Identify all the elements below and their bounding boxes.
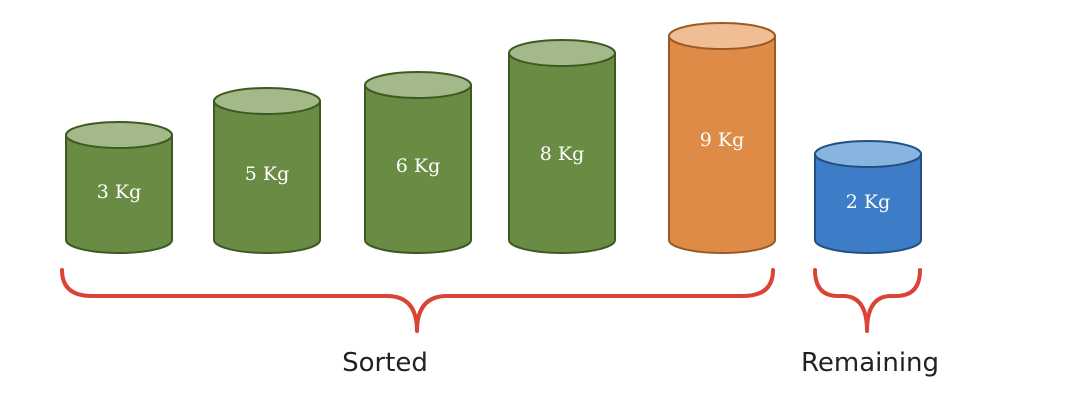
weight-label: 6 Kg [396,155,441,177]
weight-label: 8 Kg [540,143,585,165]
cylinder-top [668,22,776,50]
cylinder-body [668,35,776,254]
weight-label: 3 Kg [97,181,142,203]
cylinder-body [508,52,616,254]
cylinder-body [364,84,472,254]
cylinder-top [213,87,321,115]
weight-label: 2 Kg [846,191,891,213]
cylinder-top [364,71,472,99]
weight-cylinder: 3 Kg [65,121,173,254]
remaining-brace [813,268,922,333]
sorted-label: Sorted [342,348,428,378]
cylinder-top [508,39,616,67]
cylinder-top [65,121,173,149]
weight-cylinder: 5 Kg [213,87,321,254]
cylinder-body [814,153,922,254]
weight-cylinder: 9 Kg [668,22,776,254]
cylinder-body [213,100,321,254]
remaining-label: Remaining [801,348,939,378]
cylinder-body [65,134,173,254]
weight-label: 5 Kg [245,163,290,185]
weight-cylinder: 6 Kg [364,71,472,254]
weight-cylinder: 2 Kg [814,140,922,254]
sorted-brace [60,268,775,333]
cylinder-top [814,140,922,168]
weight-label: 9 Kg [700,129,745,151]
cylinders-group: 3 Kg 5 Kg 6 Kg 8 Kg 9 Kg 2 Kg [65,22,922,254]
weight-cylinder: 8 Kg [508,39,616,254]
